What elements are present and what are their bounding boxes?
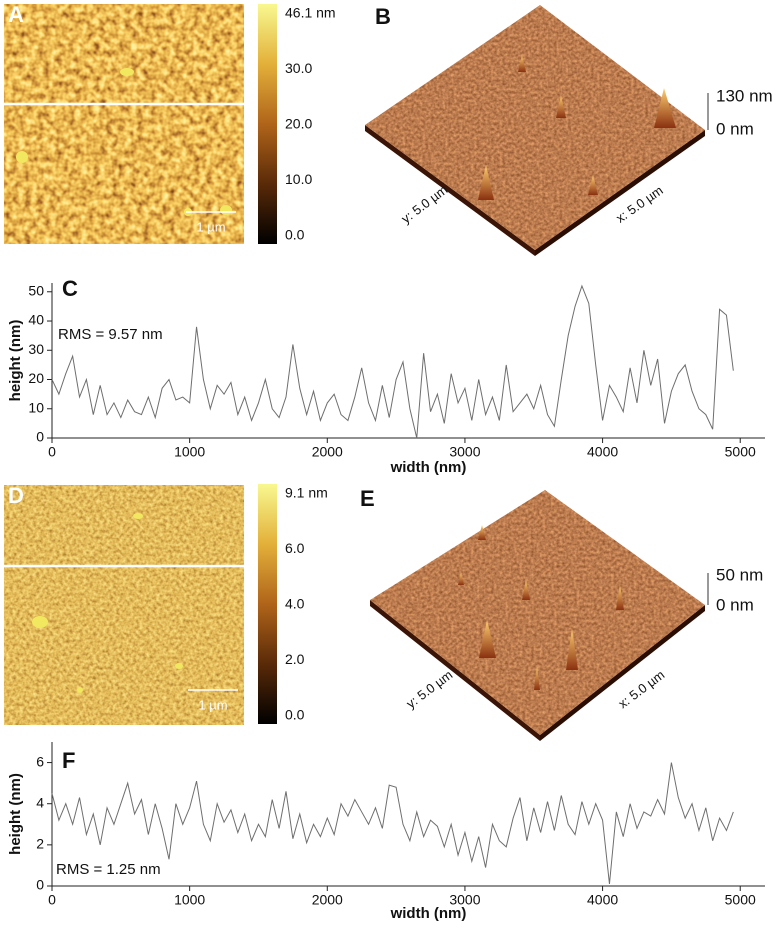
x-tick-label: 1000 bbox=[174, 444, 205, 460]
x-tick-label: 3000 bbox=[449, 892, 480, 908]
colorbar-tick-label: 20.0 bbox=[285, 116, 312, 132]
y-tick-label: 2 bbox=[36, 836, 44, 852]
colorbar-tick-label: 6.0 bbox=[285, 540, 305, 556]
colorbar-tick-label: 4.0 bbox=[285, 596, 305, 612]
y-tick-label: 50 bbox=[28, 282, 44, 298]
y-tick-label: 40 bbox=[28, 312, 44, 328]
profile-line bbox=[51, 762, 734, 884]
x-tick-label: 2000 bbox=[312, 892, 343, 908]
x-tick-label: 4000 bbox=[587, 892, 618, 908]
panel-label: D bbox=[8, 483, 24, 508]
colorbar bbox=[258, 4, 277, 244]
z-tick-label: 0 nm bbox=[716, 595, 754, 614]
x-tick-label: 5000 bbox=[725, 444, 756, 460]
y-tick-label: 0 bbox=[36, 877, 44, 893]
y-tick-label: 6 bbox=[36, 753, 44, 769]
colorbar-tick-label: 30.0 bbox=[285, 60, 312, 76]
z-tick-label: 50 nm bbox=[716, 565, 763, 584]
x-tick-label: 4000 bbox=[587, 444, 618, 460]
y-axis-label: height (nm) bbox=[7, 773, 24, 855]
x-tick-label: 0 bbox=[48, 444, 56, 460]
afm-image bbox=[4, 4, 244, 244]
annotation: RMS = 1.25 nm bbox=[56, 861, 161, 878]
colorbar-tick-label: 0.0 bbox=[285, 227, 305, 243]
y-tick-label: 20 bbox=[28, 370, 44, 386]
particles bbox=[32, 513, 183, 693]
colorbar-tick-label: 9.1 nm bbox=[285, 485, 328, 501]
colorbar-tick-label: 46.1 nm bbox=[285, 5, 336, 21]
x-tick-label: 2000 bbox=[312, 444, 343, 460]
y-axis-label: y: 5.0 µm bbox=[403, 667, 455, 711]
x-axis-label: width (nm) bbox=[390, 459, 467, 476]
afm-image bbox=[4, 485, 244, 725]
colorbar-tick-label: 0.0 bbox=[285, 707, 305, 723]
colorbar-tick-label: 10.0 bbox=[285, 171, 312, 187]
x-axis-label: width (nm) bbox=[390, 905, 467, 922]
y-axis-label: height (nm) bbox=[7, 320, 24, 402]
surface-edge bbox=[535, 130, 705, 256]
y-tick-label: 10 bbox=[28, 399, 44, 415]
x-tick-label: 1000 bbox=[174, 892, 205, 908]
surface-edge bbox=[540, 605, 705, 741]
x-tick-label: 0 bbox=[48, 892, 56, 908]
panel-label: C bbox=[62, 276, 78, 301]
spikes bbox=[478, 55, 676, 200]
panel-label: B bbox=[375, 4, 391, 29]
y-tick-label: 30 bbox=[28, 341, 44, 357]
profile-line bbox=[51, 284, 734, 439]
panel-label: F bbox=[62, 748, 75, 773]
y-axis-label: y: 5.0 µm bbox=[398, 182, 450, 226]
spikes bbox=[458, 525, 624, 690]
surface-edge bbox=[365, 125, 535, 256]
scale-bar-label: 1 µm bbox=[198, 697, 227, 712]
z-tick-label: 130 nm bbox=[716, 86, 773, 105]
panel-label: E bbox=[360, 486, 375, 511]
colorbar-tick-label: 2.0 bbox=[285, 651, 305, 667]
x-tick-label: 3000 bbox=[449, 444, 480, 460]
y-tick-label: 4 bbox=[36, 794, 44, 810]
annotation: RMS = 9.57 nm bbox=[58, 326, 163, 343]
scale-bar-label: 1 µm bbox=[196, 219, 225, 234]
y-tick-label: 0 bbox=[36, 429, 44, 445]
z-tick-label: 0 nm bbox=[716, 119, 754, 138]
surface-edge bbox=[370, 600, 540, 741]
colorbar bbox=[258, 484, 277, 724]
panel-label: A bbox=[8, 2, 24, 27]
x-tick-label: 5000 bbox=[725, 892, 756, 908]
